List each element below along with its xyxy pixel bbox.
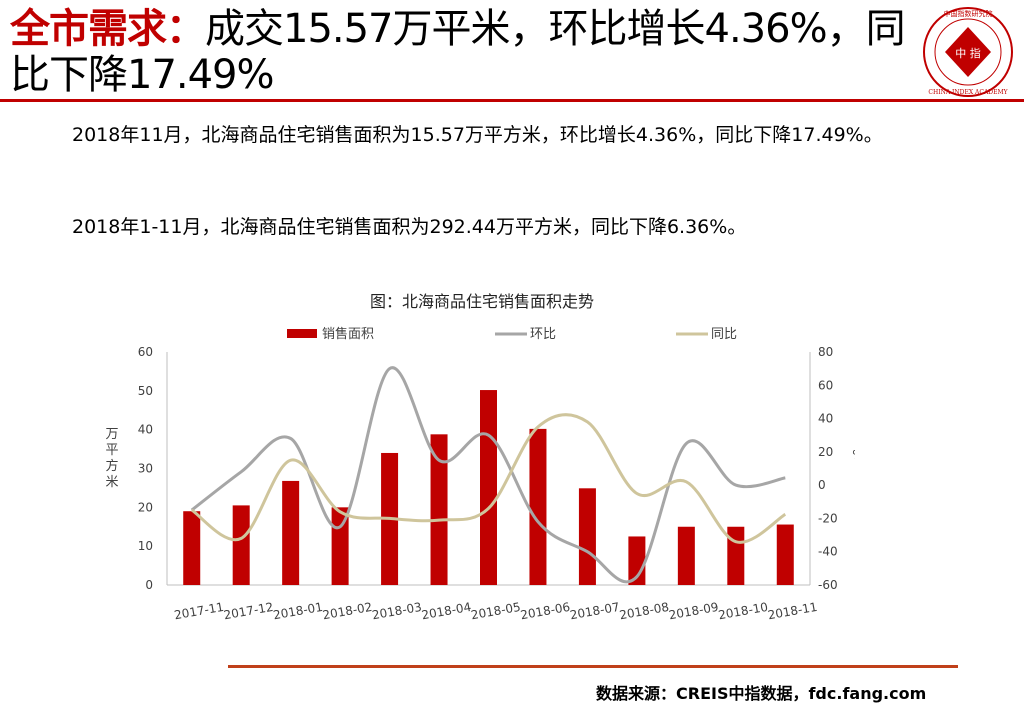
x-tick-label: 2018-08 <box>618 600 670 622</box>
svg-text:中国指数研究院: 中国指数研究院 <box>944 9 993 18</box>
paragraph-ytd: 2018年1-11月，北海商品住宅销售面积为292.44万平方米，同比下降6.3… <box>72 216 747 238</box>
y-tick-label: 60 <box>138 345 153 359</box>
title-text: 成交15.57万平米，环比增长4.36%，同比下降17.49% <box>10 6 906 98</box>
svg-text:CHINA INDEX ACADEMY: CHINA INDEX ACADEMY <box>928 89 1008 96</box>
y-tick-label: 10 <box>138 539 153 553</box>
bar-sales-area <box>677 526 695 585</box>
x-tick-label: 2018-10 <box>717 600 769 622</box>
bar-sales-area <box>727 526 745 585</box>
x-tick-label: 2018-03 <box>371 600 423 622</box>
line-mom <box>190 366 786 584</box>
bar-sales-area <box>776 524 794 585</box>
sales-area-chart: 0 10 20 30 40 50 60 -60 -40 -20 0 20 40 60 80 万平方米% 2017… <box>105 326 855 622</box>
line-yoy <box>190 413 787 544</box>
bar-sales-area <box>529 428 547 585</box>
page-title: 全市需求：成交15.57万平米，环比增长4.36%，同比下降17.49% <box>10 6 910 98</box>
title-highlight: 全市需求： <box>10 6 206 52</box>
x-tick-label: 2018-01 <box>272 600 324 622</box>
y2-axis-title: % <box>852 448 855 462</box>
legend-label-sales-area: 销售面积 <box>322 326 374 342</box>
y-axis-title: 米 <box>105 475 118 490</box>
y2-tick-label: 80 <box>818 345 833 359</box>
y-axis-title: 万 <box>105 427 118 442</box>
bar-sales-area <box>232 505 250 585</box>
y-tick-label: 40 <box>138 423 153 437</box>
y-tick-label: 0 <box>145 578 153 592</box>
legend-swatch-sales-area <box>287 329 317 338</box>
x-tick-label: 2018-07 <box>569 600 621 622</box>
y2-tick-label: 60 <box>818 378 833 392</box>
bar-sales-area <box>282 480 300 585</box>
x-tick-label: 2017-11 <box>173 600 225 622</box>
bar-sales-area <box>430 434 448 585</box>
x-tick-label: 2018-09 <box>668 600 720 622</box>
y-tick-label: 50 <box>138 384 153 398</box>
svg-text:中 指: 中 指 <box>955 46 981 60</box>
header-divider <box>0 99 1024 102</box>
legend-label-mom: 环比 <box>530 327 556 342</box>
bar-sales-area <box>578 488 596 585</box>
y-axis-title: 方 <box>105 458 118 474</box>
x-tick-label: 2018-06 <box>519 600 571 622</box>
x-tick-label: 2018-11 <box>767 600 819 622</box>
bar-sales-area <box>480 390 497 585</box>
y-tick-label: 20 <box>138 500 153 514</box>
y2-tick-label: 40 <box>818 412 833 426</box>
x-tick-label: 2017-12 <box>223 600 275 622</box>
y-tick-label: 30 <box>138 462 153 476</box>
chart-title: 图：北海商品住宅销售面积走势 <box>370 292 595 311</box>
y-axis-title: 平 <box>105 443 118 458</box>
y2-tick-label: -60 <box>818 578 838 592</box>
china-index-academy-logo: 中 指 中国指数研究院 CHINA INDEX ACADEMY <box>923 7 1013 97</box>
x-tick-label: 2018-04 <box>420 600 472 622</box>
y2-tick-label: -20 <box>818 511 838 525</box>
y2-tick-label: 20 <box>818 445 833 459</box>
x-tick-label: 2018-02 <box>322 600 374 622</box>
bar-sales-area <box>183 511 201 585</box>
x-tick-label: 2018-05 <box>470 600 522 622</box>
y2-tick-label: -40 <box>818 545 838 559</box>
legend-label-yoy: 同比 <box>711 327 737 342</box>
y2-tick-label: 0 <box>818 478 826 492</box>
data-source: 数据来源：CREIS中指数据，fdc.fang.com <box>596 684 927 703</box>
footer-divider <box>228 665 958 668</box>
paragraph-monthly: 2018年11月，北海商品住宅销售面积为15.57万平方米，环比增长4.36%，… <box>72 124 883 146</box>
